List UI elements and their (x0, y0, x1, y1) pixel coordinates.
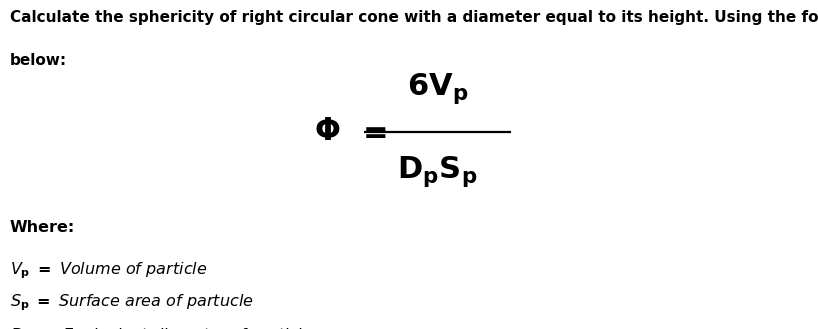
Text: $\mathbf{D_pS_p}$: $\mathbf{D_pS_p}$ (398, 154, 478, 189)
Text: $\mathbf{\mathit{V}_p}$ $\mathbf{=}$ $\mathbf{\mathit{Volume\ of\ particle}}$: $\mathbf{\mathit{V}_p}$ $\mathbf{=}$ $\m… (10, 260, 207, 281)
Text: $\mathbf{\Phi}$: $\mathbf{\Phi}$ (314, 117, 340, 146)
Text: below:: below: (10, 53, 67, 68)
Text: Calculate the sphericity of right circular cone with a diameter equal to its hei: Calculate the sphericity of right circul… (10, 10, 818, 25)
Text: $\mathbf{=}$: $\mathbf{=}$ (357, 117, 388, 146)
Text: $\mathbf{\mathit{Dp}}$ $\mathbf{=}$ $\mathbf{\mathit{Equivalent\ diameter\ of\ p: $\mathbf{\mathit{Dp}}$ $\mathbf{=}$ $\ma… (10, 326, 312, 329)
Text: $\mathbf{6V_p}$: $\mathbf{6V_p}$ (407, 71, 469, 106)
Text: Where:: Where: (10, 220, 75, 236)
Text: $\mathbf{\mathit{S}_p}$ $\mathbf{=}$ $\mathbf{\mathit{Surface\ area\ of\ partucl: $\mathbf{\mathit{S}_p}$ $\mathbf{=}$ $\m… (10, 293, 254, 314)
